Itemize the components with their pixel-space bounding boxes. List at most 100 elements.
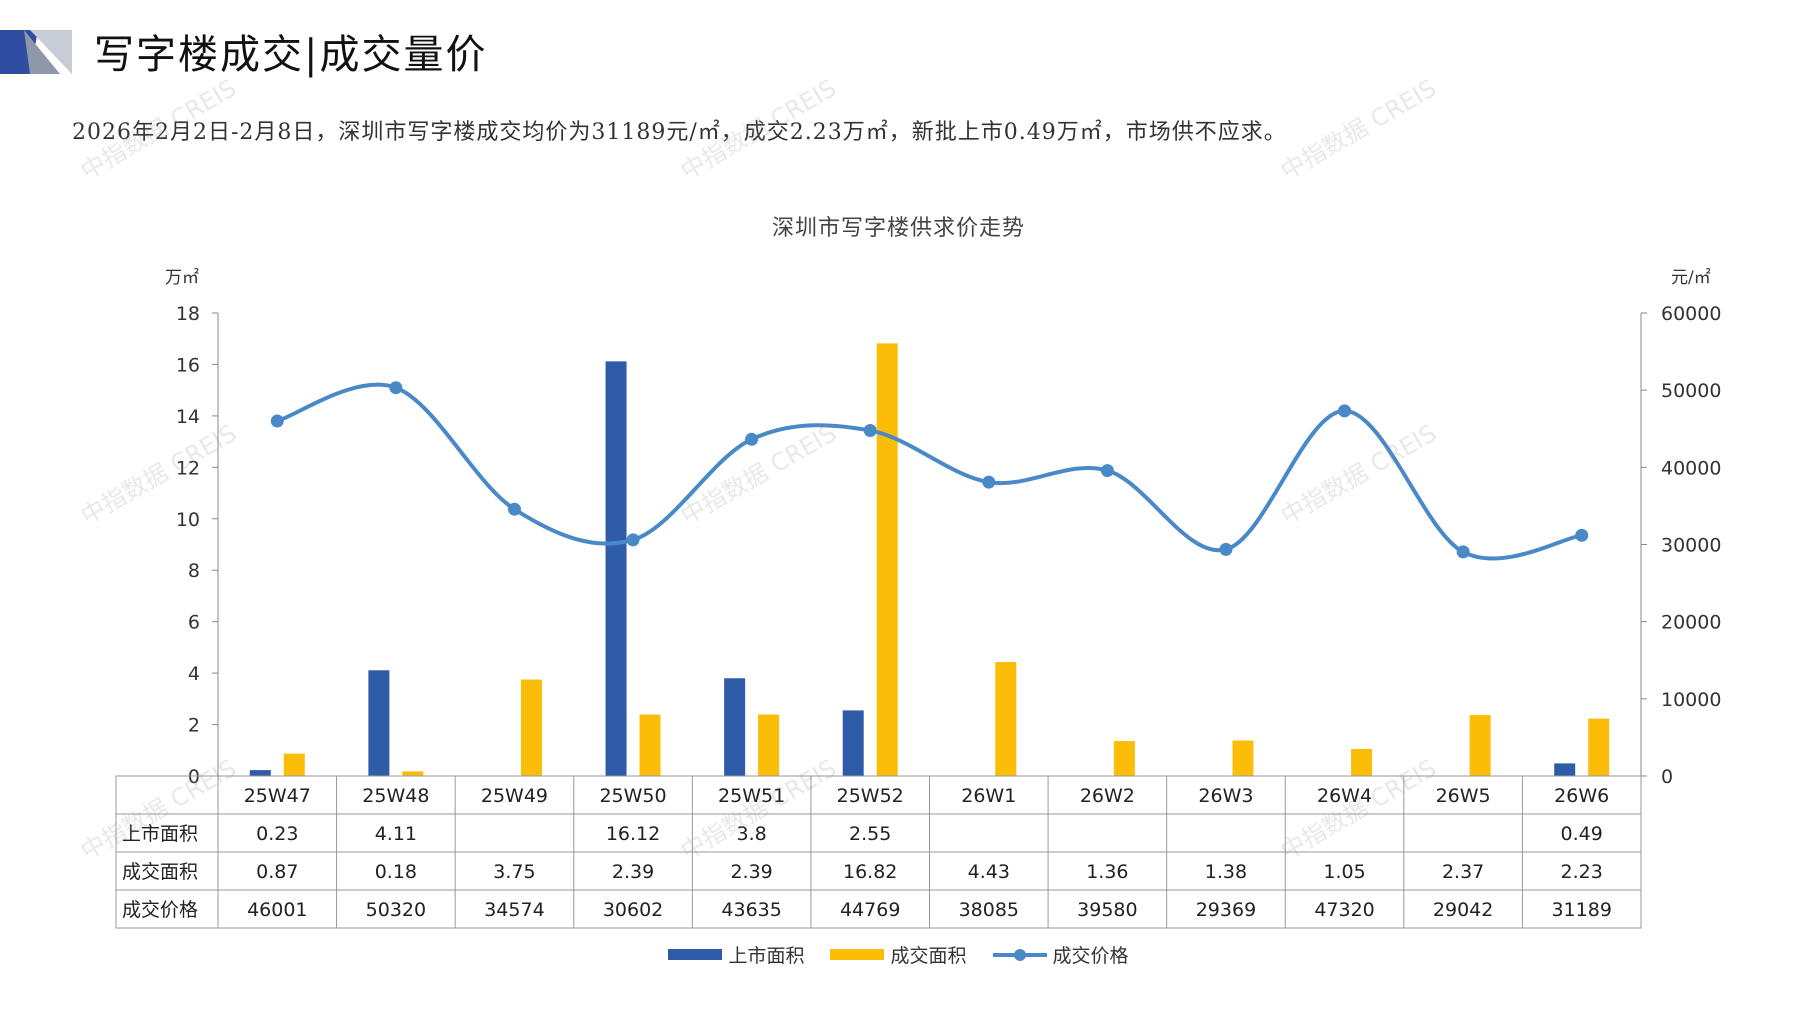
price-line [276, 382, 1583, 561]
y-right-tick-label: 50000 [1661, 380, 1721, 402]
table-cell-value: 0.23 [256, 823, 298, 845]
bar-deal-area [758, 714, 780, 776]
table-cell-value: 38085 [959, 899, 1019, 921]
table-row-header: 上市面积 [122, 823, 198, 845]
table-cell-value: 4.11 [375, 823, 417, 845]
bar-deal-area [520, 679, 542, 776]
price-point [1100, 464, 1114, 478]
y-left-tick-label: 4 [188, 663, 200, 685]
table-cell-value: 46001 [247, 899, 307, 921]
bar-deal-area [1588, 718, 1610, 776]
table-cell-value: 3.75 [493, 861, 535, 883]
table-cell-value: 43635 [721, 899, 781, 921]
y-right-tick-label: 0 [1661, 766, 1673, 788]
price-point [389, 381, 403, 395]
y-left-tick-label: 8 [188, 560, 200, 582]
table-category-label: 25W48 [362, 785, 429, 807]
bar-deal-area [283, 753, 305, 776]
bar-supply [842, 710, 864, 776]
bar-deal-area [1232, 740, 1254, 776]
price-point [1575, 528, 1589, 542]
table-category-label: 25W47 [244, 785, 311, 807]
table-cell-value: 1.36 [1086, 861, 1128, 883]
bar-deal-area [402, 771, 424, 776]
legend-swatch-deal-area [830, 949, 885, 960]
bar-deal-area [995, 662, 1017, 776]
chart-title: 深圳市写字楼供求价走势 [771, 216, 1025, 241]
y-left-tick-label: 0 [188, 766, 200, 788]
y-left-tick-label: 14 [176, 406, 200, 428]
table-cell-value: 47320 [1314, 899, 1374, 921]
price-point [745, 432, 759, 446]
table-cell-value: 0.87 [256, 861, 298, 883]
table-cell-value: 1.05 [1323, 861, 1365, 883]
table-category-label: 25W49 [481, 785, 548, 807]
table-cell-value: 31189 [1551, 899, 1611, 921]
table-cell-value: 44769 [840, 899, 900, 921]
price-point [270, 414, 284, 428]
chart-legend: 上市面积 成交面积 成交价格 [0, 941, 1797, 968]
price-point [1219, 542, 1233, 556]
bar-supply [605, 361, 627, 776]
table-category-label: 25W52 [837, 785, 904, 807]
table-cell-value: 2.55 [849, 823, 891, 845]
legend-item-deal-area: 成交面积 [830, 941, 967, 968]
legend-swatch-price [992, 948, 1047, 962]
table-category-label: 26W3 [1198, 785, 1253, 807]
page-title: 写字楼成交|成交量价 [94, 32, 488, 78]
y-left-tick-label: 12 [176, 457, 200, 479]
y-left-tick-label: 10 [176, 509, 200, 531]
legend-label-supply: 上市面积 [728, 945, 805, 967]
table-cell-value: 0.18 [375, 861, 417, 883]
y-right-tick-label: 60000 [1661, 303, 1721, 325]
table-cell-value: 30602 [603, 899, 663, 921]
bar-deal-area [1351, 748, 1373, 776]
y-right-unit: 元/㎡ [1671, 268, 1711, 288]
table-category-label: 26W2 [1080, 785, 1135, 807]
brand-logo-icon [0, 30, 72, 74]
legend-label-price: 成交价格 [1052, 945, 1129, 967]
bar-supply [724, 678, 746, 776]
bar-deal-area [1113, 741, 1135, 776]
table-cell-value: 34574 [484, 899, 544, 921]
y-right-tick-label: 30000 [1661, 535, 1721, 557]
y-right-tick-label: 20000 [1661, 612, 1721, 634]
table-row-header: 成交面积 [122, 861, 198, 883]
table-cell-value: 39580 [1077, 899, 1137, 921]
table-row-header: 成交价格 [122, 899, 198, 921]
y-right-tick-label: 40000 [1661, 457, 1721, 479]
table-cell-value: 3.8 [737, 823, 767, 845]
legend-item-price: 成交价格 [992, 941, 1129, 968]
y-left-tick-label: 18 [176, 303, 200, 325]
table-cell-value: 1.38 [1205, 861, 1247, 883]
table-cell-value: 2.37 [1442, 861, 1484, 883]
price-point [626, 533, 640, 547]
y-left-tick-label: 2 [188, 715, 200, 737]
table-cell-value: 29369 [1196, 899, 1256, 921]
bar-supply [249, 770, 271, 776]
price-point [507, 502, 521, 516]
price-point [1456, 545, 1470, 559]
y-left-unit: 万㎡ [165, 268, 199, 288]
table-cell-value: 29042 [1433, 899, 1493, 921]
y-left-tick-label: 6 [188, 612, 200, 634]
price-point [863, 424, 877, 438]
table-category-label: 26W4 [1317, 785, 1372, 807]
table-cell-value: 16.12 [606, 823, 660, 845]
table-cell-value: 0.49 [1561, 823, 1603, 845]
table-category-label: 25W51 [718, 785, 785, 807]
summary-text: 2026年2月2日-2月8日，深圳市写字楼成交均价为31189元/㎡，成交2.2… [72, 120, 1287, 145]
table-cell-value: 50320 [366, 899, 426, 921]
bar-deal-area [1469, 715, 1491, 776]
table-category-label: 26W6 [1554, 785, 1609, 807]
table-category-label: 26W5 [1436, 785, 1491, 807]
table-cell-value: 4.43 [968, 861, 1010, 883]
table-cell-value: 2.39 [612, 861, 654, 883]
y-left-tick-label: 16 [176, 354, 200, 376]
legend-item-supply: 上市面积 [668, 941, 804, 968]
bar-supply [368, 670, 390, 776]
table-category-label: 25W50 [599, 785, 666, 807]
table-cell-value: 2.39 [730, 861, 772, 883]
table-cell-value: 2.23 [1561, 861, 1603, 883]
